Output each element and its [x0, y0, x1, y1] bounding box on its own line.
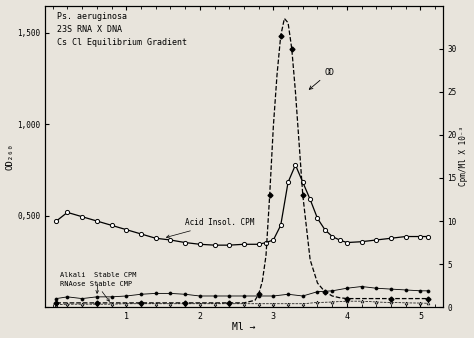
Text: OD: OD	[310, 68, 335, 89]
Text: Ps. aeruginosa
23S RNA X DNA
Cs Cl Equilibrium Gradient: Ps. aeruginosa 23S RNA X DNA Cs Cl Equil…	[57, 11, 187, 47]
Text: Alkali  Stable CPM: Alkali Stable CPM	[60, 272, 137, 293]
Text: Acid Insol. CPM: Acid Insol. CPM	[166, 218, 255, 238]
Y-axis label: OD₂₆₀: OD₂₆₀	[6, 143, 15, 170]
Text: RNAose Stable CMP: RNAose Stable CMP	[60, 281, 132, 301]
Y-axis label: Cpm/Ml X 10⁻³: Cpm/Ml X 10⁻³	[459, 126, 468, 187]
X-axis label: Ml →: Ml →	[232, 322, 255, 333]
